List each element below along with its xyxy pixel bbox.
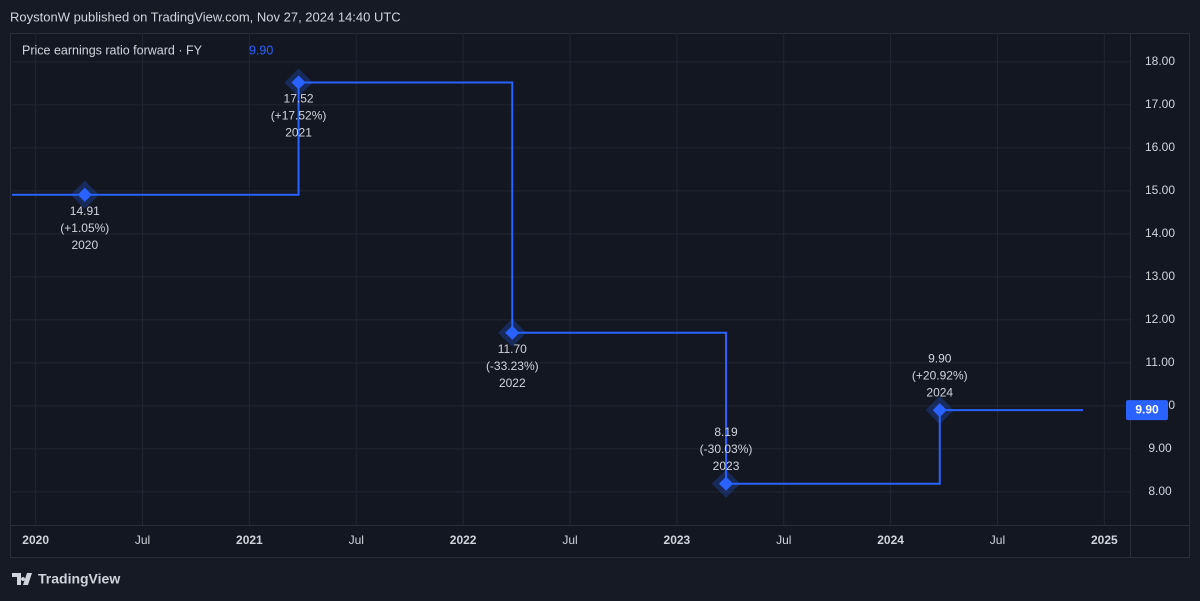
change-label: (-33.23%) [486,359,539,373]
logo: TradingView [12,571,120,587]
value-label: 11.70 [498,342,527,356]
y-tick-label: 17.00 [1145,97,1175,111]
change-label: (+1.05%) [60,221,109,235]
header: RoystonW published on TradingView.com, N… [10,9,401,24]
y-tick-label: 11.00 [1145,355,1174,369]
logo-mark [12,573,32,585]
x-tick-label: 2021 [236,533,263,547]
y-tick-label: 14.00 [1145,226,1175,240]
year-label: 2024 [926,385,953,399]
point [718,476,734,491]
brand: TradingView [38,571,120,587]
price-tag-label: 9.90 [1135,402,1159,416]
legend-title: Price earnings ratio forward · FY [22,43,203,57]
y-tick-label: 18.00 [1145,54,1175,68]
point [291,75,306,90]
y-tick-label: 12.00 [1145,312,1175,326]
y-tick-label: 16.00 [1145,140,1175,154]
year-label: 2021 [285,126,312,140]
year-label: 2020 [71,238,98,252]
x-tick-label: Jul [562,533,577,547]
legend-value: 9.90 [249,43,273,57]
point [932,403,947,418]
price-tag [1126,400,1168,421]
value-label: 14.91 [70,204,100,218]
x-tick-label: 2020 [22,533,49,547]
value-label: 9.90 [928,351,952,365]
x-tick-label: Jul [776,533,791,547]
year-label: 2022 [499,376,526,390]
chart-pane [10,33,1190,558]
x-tick-label: Jul [990,533,1005,547]
year-label: 2023 [713,459,740,473]
x-tick-label: 2023 [664,533,691,547]
y-tick-label: 8.00 [1148,484,1172,498]
x-tick-label: 2022 [450,533,477,547]
value-label: 8.19 [714,425,738,439]
change-label: (-30.03%) [700,442,753,456]
x-tick-label: 2024 [877,533,904,547]
grid [10,33,1130,525]
y-tick-label: 15.00 [1145,183,1175,197]
change-label: (+20.92%) [912,368,968,382]
x-tick-label: Jul [349,533,364,547]
x-tick-label: 2025 [1091,533,1118,547]
x-tick-label: Jul [135,533,150,547]
change-label: (+17.52%) [271,109,327,123]
y-tick-label: 9.00 [1148,441,1172,455]
value-label: 17.52 [284,92,314,106]
y-tick-label: 13.00 [1145,269,1175,283]
